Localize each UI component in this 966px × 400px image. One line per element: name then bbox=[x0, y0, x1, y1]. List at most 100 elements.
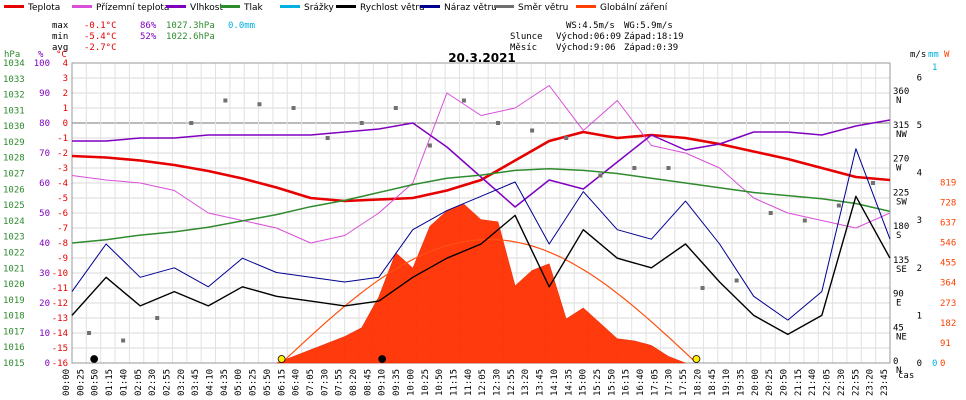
legend-swatch bbox=[166, 5, 186, 8]
series-line-teplota bbox=[71, 130, 891, 203]
legend-entry: Směr větru bbox=[518, 3, 568, 13]
stat-avg-label: avg bbox=[52, 43, 68, 53]
time-tick-label: 15:50 bbox=[607, 369, 617, 396]
time-tick-label: 02:55 bbox=[162, 369, 172, 396]
wind-direction-point bbox=[734, 278, 739, 283]
pressure-tick-label: 1016 bbox=[3, 343, 25, 353]
pressure-tick-label: 1029 bbox=[3, 138, 25, 148]
humidity-tick-label: 10 bbox=[39, 329, 50, 339]
series-lines bbox=[71, 85, 891, 336]
time-tick-label: 01:15 bbox=[105, 369, 115, 396]
wind-direction-point bbox=[461, 98, 466, 103]
radiation-tick-label: 455 bbox=[940, 259, 956, 269]
temperature-tick-label: 4 bbox=[63, 59, 68, 69]
rain-tick-label: 0 bbox=[932, 359, 937, 369]
time-tick-label: 12:30 bbox=[493, 369, 503, 396]
wind-direction-tick-label: 180 bbox=[893, 222, 909, 232]
wind-direction-point bbox=[87, 331, 92, 335]
temperature-tick-label: -12 bbox=[52, 299, 68, 309]
time-tick-label: 23:20 bbox=[866, 369, 876, 396]
unit-hpa: hPa bbox=[4, 50, 20, 60]
time-axis: 00:00 00:25 00:50 01:15 01:40 02:05 02:30 02:55… bbox=[62, 369, 890, 396]
time-tick-label: 22:55 bbox=[851, 369, 861, 396]
time-tick-label: 18:20 bbox=[693, 369, 703, 396]
radiation-tick-label: 364 bbox=[940, 279, 956, 289]
sun-set: Západ:18:19 bbox=[624, 32, 684, 42]
time-tick-label: 23:45 bbox=[880, 369, 890, 396]
time-tick-label: 06:40 bbox=[292, 369, 302, 396]
humidity-tick-label: 50 bbox=[39, 209, 50, 219]
wind-direction-point bbox=[427, 143, 432, 148]
wind-speed-tick-label: 1 bbox=[917, 311, 922, 321]
legend-swatch bbox=[494, 5, 514, 8]
unit-w: W bbox=[944, 50, 950, 60]
wind-direction-point bbox=[768, 211, 773, 215]
time-tick-label: 10:50 bbox=[435, 369, 445, 396]
pressure-tick-label: 1020 bbox=[3, 280, 25, 290]
wind-direction-point bbox=[257, 102, 262, 107]
time-tick-label: 08:45 bbox=[363, 369, 373, 396]
moonrise-marker bbox=[378, 355, 387, 363]
legend-entry: Tlak bbox=[243, 3, 264, 13]
wind-direction-point bbox=[496, 121, 501, 125]
time-tick-label: 20:50 bbox=[780, 369, 790, 396]
time-tick-label: 17:30 bbox=[665, 369, 675, 396]
time-tick-label: 10:25 bbox=[421, 369, 431, 396]
wind-direction-point bbox=[632, 166, 637, 170]
wind-direction-point bbox=[700, 286, 705, 290]
pressure-tick-label: 1033 bbox=[3, 75, 25, 85]
moonset-marker bbox=[90, 355, 99, 363]
pressure-tick-label: 1026 bbox=[3, 185, 25, 195]
time-tick-label: 15:25 bbox=[593, 369, 603, 396]
legend-entry: Globální záření bbox=[600, 3, 668, 13]
unit-time: čas bbox=[898, 370, 914, 381]
time-tick-label: 12:55 bbox=[507, 369, 517, 396]
legend-swatch bbox=[336, 5, 356, 8]
time-tick-label: 22:05 bbox=[823, 369, 833, 396]
series-line-p-zemn-teplota bbox=[71, 85, 891, 244]
wind-direction-point bbox=[325, 136, 330, 140]
stat-min-press: 1022.6hPa bbox=[166, 32, 215, 42]
time-tick-label: 03:45 bbox=[191, 369, 201, 396]
unit-ms: m/s bbox=[910, 50, 926, 60]
wind-direction-point bbox=[291, 106, 296, 110]
temperature-tick-label: -10 bbox=[52, 269, 68, 279]
time-tick-label: 17:05 bbox=[650, 369, 660, 396]
time-tick-label: 20:25 bbox=[765, 369, 775, 396]
humidity-tick-label: 60 bbox=[39, 179, 50, 189]
pressure-tick-label: 1018 bbox=[3, 312, 25, 322]
time-tick-label: 04:10 bbox=[206, 369, 216, 396]
pressure-tick-label: 1028 bbox=[3, 154, 25, 164]
rain-tick-label: 1 bbox=[932, 63, 937, 73]
humidity-tick-label: 70 bbox=[39, 149, 50, 159]
wind-speed-tick-label: 5 bbox=[917, 121, 922, 131]
legend-entry: Náraz větru bbox=[444, 3, 497, 13]
right-axes: 360N315NW270W225SW180S135SE90E45NE0N6543… bbox=[893, 63, 956, 376]
pressure-tick-label: 1032 bbox=[3, 91, 25, 101]
time-tick-label: 19:35 bbox=[736, 369, 746, 396]
moon-rise: Východ:9:06 bbox=[556, 43, 616, 53]
wind-direction-tick-cardinal: E bbox=[896, 299, 901, 309]
temperature-tick-label: -14 bbox=[52, 329, 68, 339]
wind-direction-point bbox=[598, 173, 603, 178]
unit-mm: mm bbox=[928, 50, 939, 60]
wind-direction-tick-cardinal: N bbox=[896, 366, 901, 376]
wind-direction-tick-label: 45 bbox=[893, 323, 904, 333]
series-line-n-raz-v-tru bbox=[71, 148, 891, 321]
humidity-tick-label: 90 bbox=[39, 89, 50, 99]
wind-direction-point bbox=[223, 98, 228, 103]
stat-max-temp: -0.1°C bbox=[84, 21, 117, 31]
unit-pct: % bbox=[38, 50, 44, 60]
temperature-tick-label: -11 bbox=[52, 284, 68, 294]
wind-speed-tick-label: 2 bbox=[917, 264, 922, 274]
time-tick-label: 02:30 bbox=[148, 369, 158, 396]
wind-direction-tick-cardinal: S bbox=[896, 231, 901, 241]
time-tick-label: 04:35 bbox=[220, 369, 230, 396]
wind-direction-tick-label: 135 bbox=[893, 256, 909, 266]
time-tick-label: 02:05 bbox=[134, 369, 144, 396]
wind-direction-tick-label: 360 bbox=[893, 87, 909, 97]
wind-direction-tick-cardinal: SE bbox=[896, 265, 907, 275]
time-tick-label: 03:20 bbox=[177, 369, 187, 396]
wind-direction-point bbox=[666, 166, 671, 170]
wind-direction-point bbox=[802, 218, 807, 223]
